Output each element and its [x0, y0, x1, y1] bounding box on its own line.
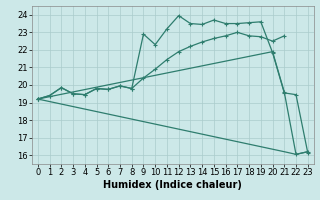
X-axis label: Humidex (Indice chaleur): Humidex (Indice chaleur)	[103, 180, 242, 190]
